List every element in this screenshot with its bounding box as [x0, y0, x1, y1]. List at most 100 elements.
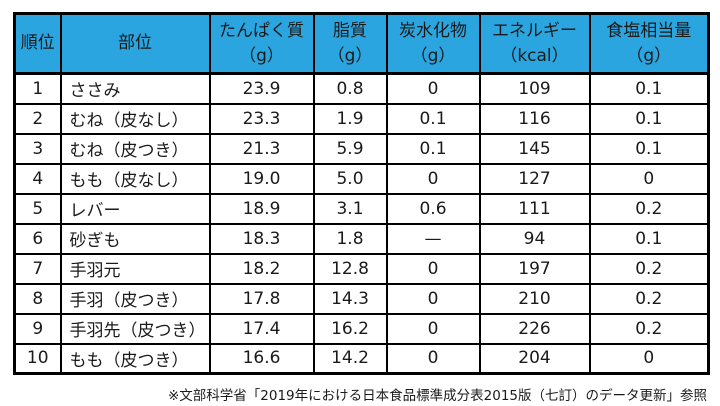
table-row: 4 もも（皮なし） 19.0 5.0 0 127 0	[13, 162, 710, 195]
col-header-energy: エネルギー （kcal）	[478, 12, 591, 75]
col-header-label: 順位	[20, 33, 55, 54]
table-row: 3 むね（皮つき） 21.3 5.9 0.1 145 0.1	[13, 132, 710, 165]
carb-cell: 0.1	[385, 102, 481, 135]
part-cell: 砂ぎも	[59, 222, 211, 255]
part-cell: もも（皮なし）	[59, 162, 211, 195]
table-row: 2 むね（皮なし） 23.3 1.9 0.1 116 0.1	[13, 102, 710, 135]
table-header: 順位 部位 たんぱく質 （g） 脂質 （g）	[13, 12, 710, 75]
salt-cell: 0.2	[588, 282, 710, 315]
rank-cell: 9	[13, 312, 62, 345]
carb-cell: 0	[385, 72, 481, 105]
fat-cell: 14.3	[312, 282, 388, 315]
energy-cell: 197	[478, 252, 591, 285]
salt-cell: 0.1	[588, 222, 710, 255]
rank-cell: 8	[13, 282, 62, 315]
col-header-label: 部位	[118, 33, 152, 54]
fat-cell: 12.8	[312, 252, 388, 285]
rank-cell: 3	[13, 132, 62, 165]
protein-cell: 16.6	[208, 342, 315, 375]
table-row: 6 砂ぎも 18.3 1.8—94 0.1	[13, 222, 710, 255]
col-header-unit: （g）	[626, 45, 672, 66]
col-header-unit: （kcal）	[500, 45, 569, 66]
protein-cell: 19.0	[208, 162, 315, 195]
fat-cell: 5.0	[312, 162, 388, 195]
table-row: 7 手羽元 18.2 12.8 0 197 0.2	[13, 252, 710, 285]
col-header-label: たんぱく質	[219, 20, 304, 41]
protein-cell: 21.3	[208, 132, 315, 165]
rank-cell: 5	[13, 192, 62, 225]
col-header-protein: たんぱく質 （g）	[208, 12, 315, 75]
nutrition-table: 順位 部位 たんぱく質 （g） 脂質 （g）	[13, 12, 710, 375]
fat-cell: 1.9	[312, 102, 388, 135]
source-footnote: ※文部科学省「2019年における日本食品標準成分表2015版（七訂）のデータ更新…	[167, 388, 707, 404]
carb-cell: 0	[385, 252, 481, 285]
part-cell: ささみ	[59, 72, 211, 105]
col-header-salt: 食塩相当量 （g）	[588, 12, 710, 75]
protein-cell: 17.8	[208, 282, 315, 315]
header-row: 順位 部位 たんぱく質 （g） 脂質 （g）	[13, 12, 710, 75]
fat-cell: 16.2	[312, 312, 388, 345]
salt-cell: 0.2	[588, 312, 710, 345]
salt-cell: 0.1	[588, 102, 710, 135]
energy-cell: 109	[478, 72, 591, 105]
fat-cell: 3.1	[312, 192, 388, 225]
carb-cell: —	[385, 222, 481, 255]
protein-cell: 23.9	[208, 72, 315, 105]
col-header-fat: 脂質 （g）	[312, 12, 388, 75]
protein-cell: 23.3	[208, 102, 315, 135]
table-row: 10 もも（皮つき） 16.6 14.2 0 204 0	[13, 342, 710, 375]
carb-cell: 0	[385, 162, 481, 195]
table-row: 1 ささみ 23.9 0.8 0 109 0.1	[13, 72, 710, 105]
protein-cell: 18.9	[208, 192, 315, 225]
part-cell: 手羽（皮つき）	[59, 282, 211, 315]
carb-cell: 0.1	[385, 132, 481, 165]
part-cell: 手羽元	[59, 252, 211, 285]
energy-cell: 127	[478, 162, 591, 195]
energy-cell: 204	[478, 342, 591, 375]
col-header-label: エネルギー	[492, 20, 577, 41]
rank-cell: 4	[13, 162, 62, 195]
rank-cell: 1	[13, 72, 62, 105]
col-header-label: 脂質	[333, 20, 367, 41]
rank-cell: 2	[13, 102, 62, 135]
part-cell: レバー	[59, 192, 211, 225]
fat-cell: 0.8	[312, 72, 388, 105]
part-cell: 手羽先（皮つき）	[59, 312, 211, 345]
salt-cell: 0.1	[588, 72, 710, 105]
salt-cell: 0.1	[588, 132, 710, 165]
fat-cell: 14.2	[312, 342, 388, 375]
rank-cell: 7	[13, 252, 62, 285]
table-row: 8 手羽（皮つき） 17.8 14.3 0 210 0.2	[13, 282, 710, 315]
salt-cell: 0	[588, 342, 710, 375]
carb-cell: 0	[385, 282, 481, 315]
col-header-unit: （g）	[410, 45, 456, 66]
col-header-carb: 炭水化物 （g）	[385, 12, 481, 75]
col-header-part: 部位	[59, 12, 211, 75]
col-header-unit: （g）	[239, 45, 284, 66]
part-cell: むね（皮なし）	[59, 102, 211, 135]
energy-cell: 111	[478, 192, 591, 225]
carb-cell: 0.6	[385, 192, 481, 225]
energy-cell: 210	[478, 282, 591, 315]
col-header-unit: （g）	[327, 45, 373, 66]
col-header-rank: 順位	[13, 12, 62, 75]
table-body: 1 ささみ 23.9 0.8 0 109 0.1 2 むね（皮なし） 23.3 1.9 0.1 116 0…	[13, 72, 710, 375]
table-row: 5 レバー 18.9 3.1 0.6 111 0.2	[13, 192, 710, 225]
col-header-label: 炭水化物	[399, 20, 467, 41]
part-cell: むね（皮つき）	[59, 132, 211, 165]
col-header-label: 食塩相当量	[606, 20, 692, 41]
protein-cell: 17.4	[208, 312, 315, 345]
fat-cell: 1.8	[312, 222, 388, 255]
energy-cell: 145	[478, 132, 591, 165]
energy-cell: 94	[478, 222, 591, 255]
table-row: 9 手羽先（皮つき） 17.4 16.2 0 226 0.2	[13, 312, 710, 345]
salt-cell: 0.2	[588, 252, 710, 285]
energy-cell: 226	[478, 312, 591, 345]
protein-cell: 18.3	[208, 222, 315, 255]
rank-cell: 6	[13, 222, 62, 255]
protein-cell: 18.2	[208, 252, 315, 285]
energy-cell: 116	[478, 102, 591, 135]
carb-cell: 0	[385, 342, 481, 375]
part-cell: もも（皮つき）	[59, 342, 211, 375]
salt-cell: 0.2	[588, 192, 710, 225]
